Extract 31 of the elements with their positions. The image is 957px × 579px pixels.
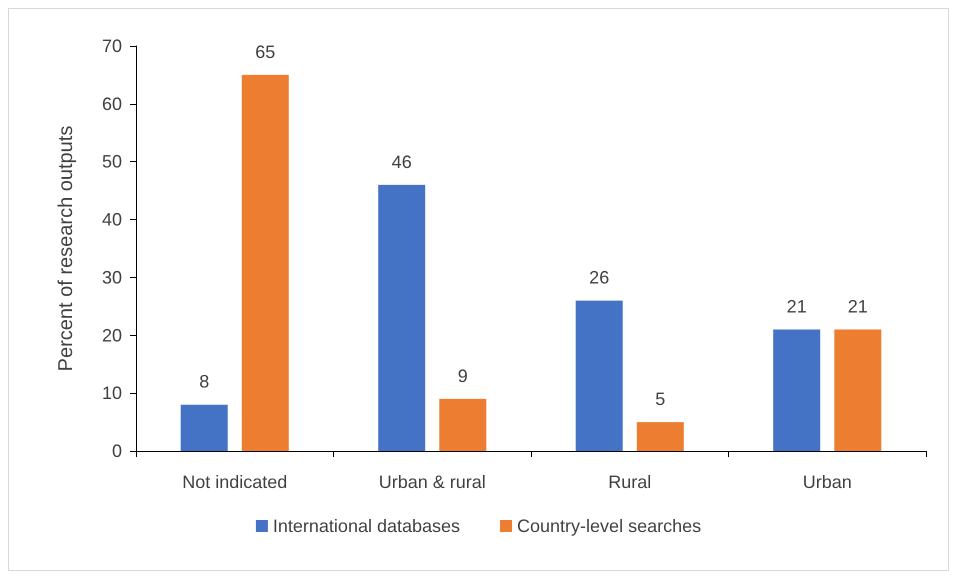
x-tick-label: Urban & rural [378,472,486,492]
y-tick-label: 70 [102,36,122,56]
y-tick-label: 20 [102,325,122,346]
legend-label: Country-level searches [517,516,702,536]
y-tick-label: 60 [102,94,122,114]
data-label: 9 [458,366,468,386]
bar [834,330,882,451]
bar [636,422,684,451]
y-tick-label: 50 [102,152,122,172]
data-label: 8 [199,372,210,392]
y-tick-label: 10 [102,383,122,404]
bar [378,184,426,451]
bar [242,74,289,451]
y-tick-label: 40 [102,210,122,230]
x-tick-label: Not indicated [182,472,288,492]
y-tick-label: 0 [112,441,122,461]
y-tick-label: 30 [102,267,122,288]
legend-label: International databases [272,516,460,536]
data-label: 26 [589,268,610,288]
data-label: 65 [255,42,276,62]
bar [576,300,623,451]
bar [773,330,820,451]
data-label: 46 [392,152,412,172]
x-tick-label: Urban [802,472,852,492]
data-label: 5 [655,389,666,410]
data-label: 21 [848,296,868,316]
y-axis-title: Percent of research outputs [55,126,77,372]
x-tick-label: Rural [608,472,652,492]
bar [439,398,486,451]
data-label: 21 [786,296,807,316]
bar [180,404,228,451]
